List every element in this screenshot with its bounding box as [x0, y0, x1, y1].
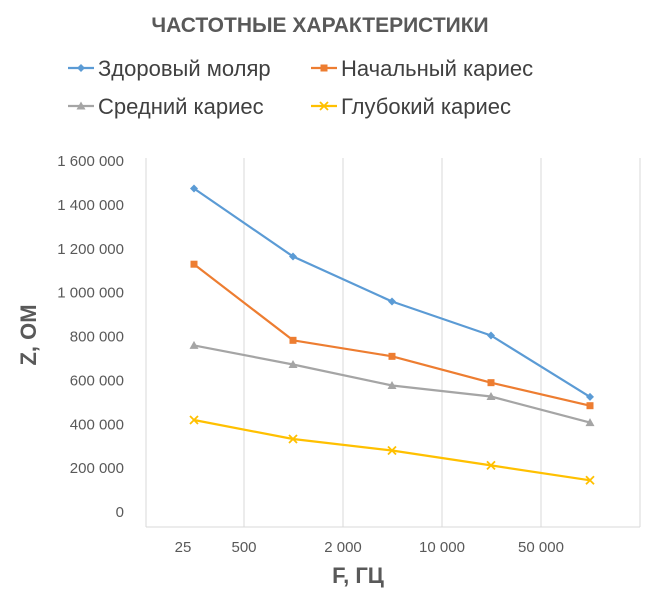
data-point [487, 331, 495, 340]
y-tick-label: 600 000 [70, 372, 124, 389]
data-point [486, 391, 496, 400]
x-axis-title: F, ГЦ [332, 563, 384, 588]
series-2 [189, 340, 595, 427]
data-point [585, 475, 595, 485]
y-tick-label: 1 200 000 [57, 241, 124, 258]
data-point [387, 381, 397, 390]
data-point [190, 184, 198, 193]
y-axis-title: Z, ОМ [16, 304, 41, 365]
y-tick-label: 800 000 [70, 329, 124, 346]
chart-title: ЧАСТОТНЫЕ ХАРАКТЕРИСТИКИ [151, 14, 488, 37]
data-point [387, 445, 397, 456]
data-point [586, 402, 594, 410]
x-tick-label: 50 000 [518, 539, 564, 556]
y-tick-label: 1 600 000 [57, 153, 124, 170]
legend-label: Начальный кариес [341, 56, 533, 81]
series-0 [190, 184, 594, 401]
legend-item: Средний кариес [68, 94, 264, 119]
data-point [388, 352, 396, 360]
y-tick-label: 0 [116, 504, 124, 521]
y-tick-label: 200 000 [70, 460, 124, 477]
legend-marker [77, 64, 85, 72]
x-tick-label: 25 [175, 539, 192, 556]
series-3 [189, 415, 595, 485]
x-tick-label: 500 [231, 539, 256, 556]
x-tick-label: 10 000 [419, 539, 465, 556]
series-1 [190, 260, 594, 410]
legend: Здоровый моляр Начальный кариес Средний ка… [68, 56, 533, 119]
legend-label: Здоровый моляр [98, 56, 271, 81]
legend-item: Здоровый моляр [68, 56, 271, 81]
legend-marker [76, 101, 86, 110]
y-tick-label: 400 000 [70, 416, 124, 433]
y-axis-ticks: 0 200 000 400 000 600 000 800 000 1 000 000 1 … [57, 153, 124, 521]
data-point [288, 434, 298, 444]
data-point [388, 297, 396, 306]
data-point [190, 260, 198, 268]
data-point [486, 460, 496, 471]
y-tick-label: 1 400 000 [57, 197, 124, 214]
y-tick-label: 1 000 000 [57, 285, 124, 302]
series-line [193, 187, 591, 398]
data-point [586, 392, 594, 401]
data-point [289, 336, 297, 344]
legend-label: Средний кариес [98, 94, 264, 119]
data-point [189, 340, 199, 349]
x-tick-label: 2 000 [324, 539, 362, 556]
series-lines [189, 184, 595, 485]
gridlines [145, 158, 641, 528]
legend-label: Глубокий кариес [341, 94, 511, 119]
legend-item: Глубокий кариес [311, 94, 511, 119]
data-point [585, 418, 595, 427]
legend-marker [319, 101, 329, 111]
x-axis-ticks: 25 500 2 000 10 000 50 000 [175, 539, 564, 556]
data-point [288, 359, 298, 368]
legend-item: Начальный кариес [311, 56, 533, 81]
data-point [289, 252, 297, 261]
data-point [189, 415, 199, 425]
legend-marker [320, 64, 328, 72]
data-point [487, 379, 495, 387]
